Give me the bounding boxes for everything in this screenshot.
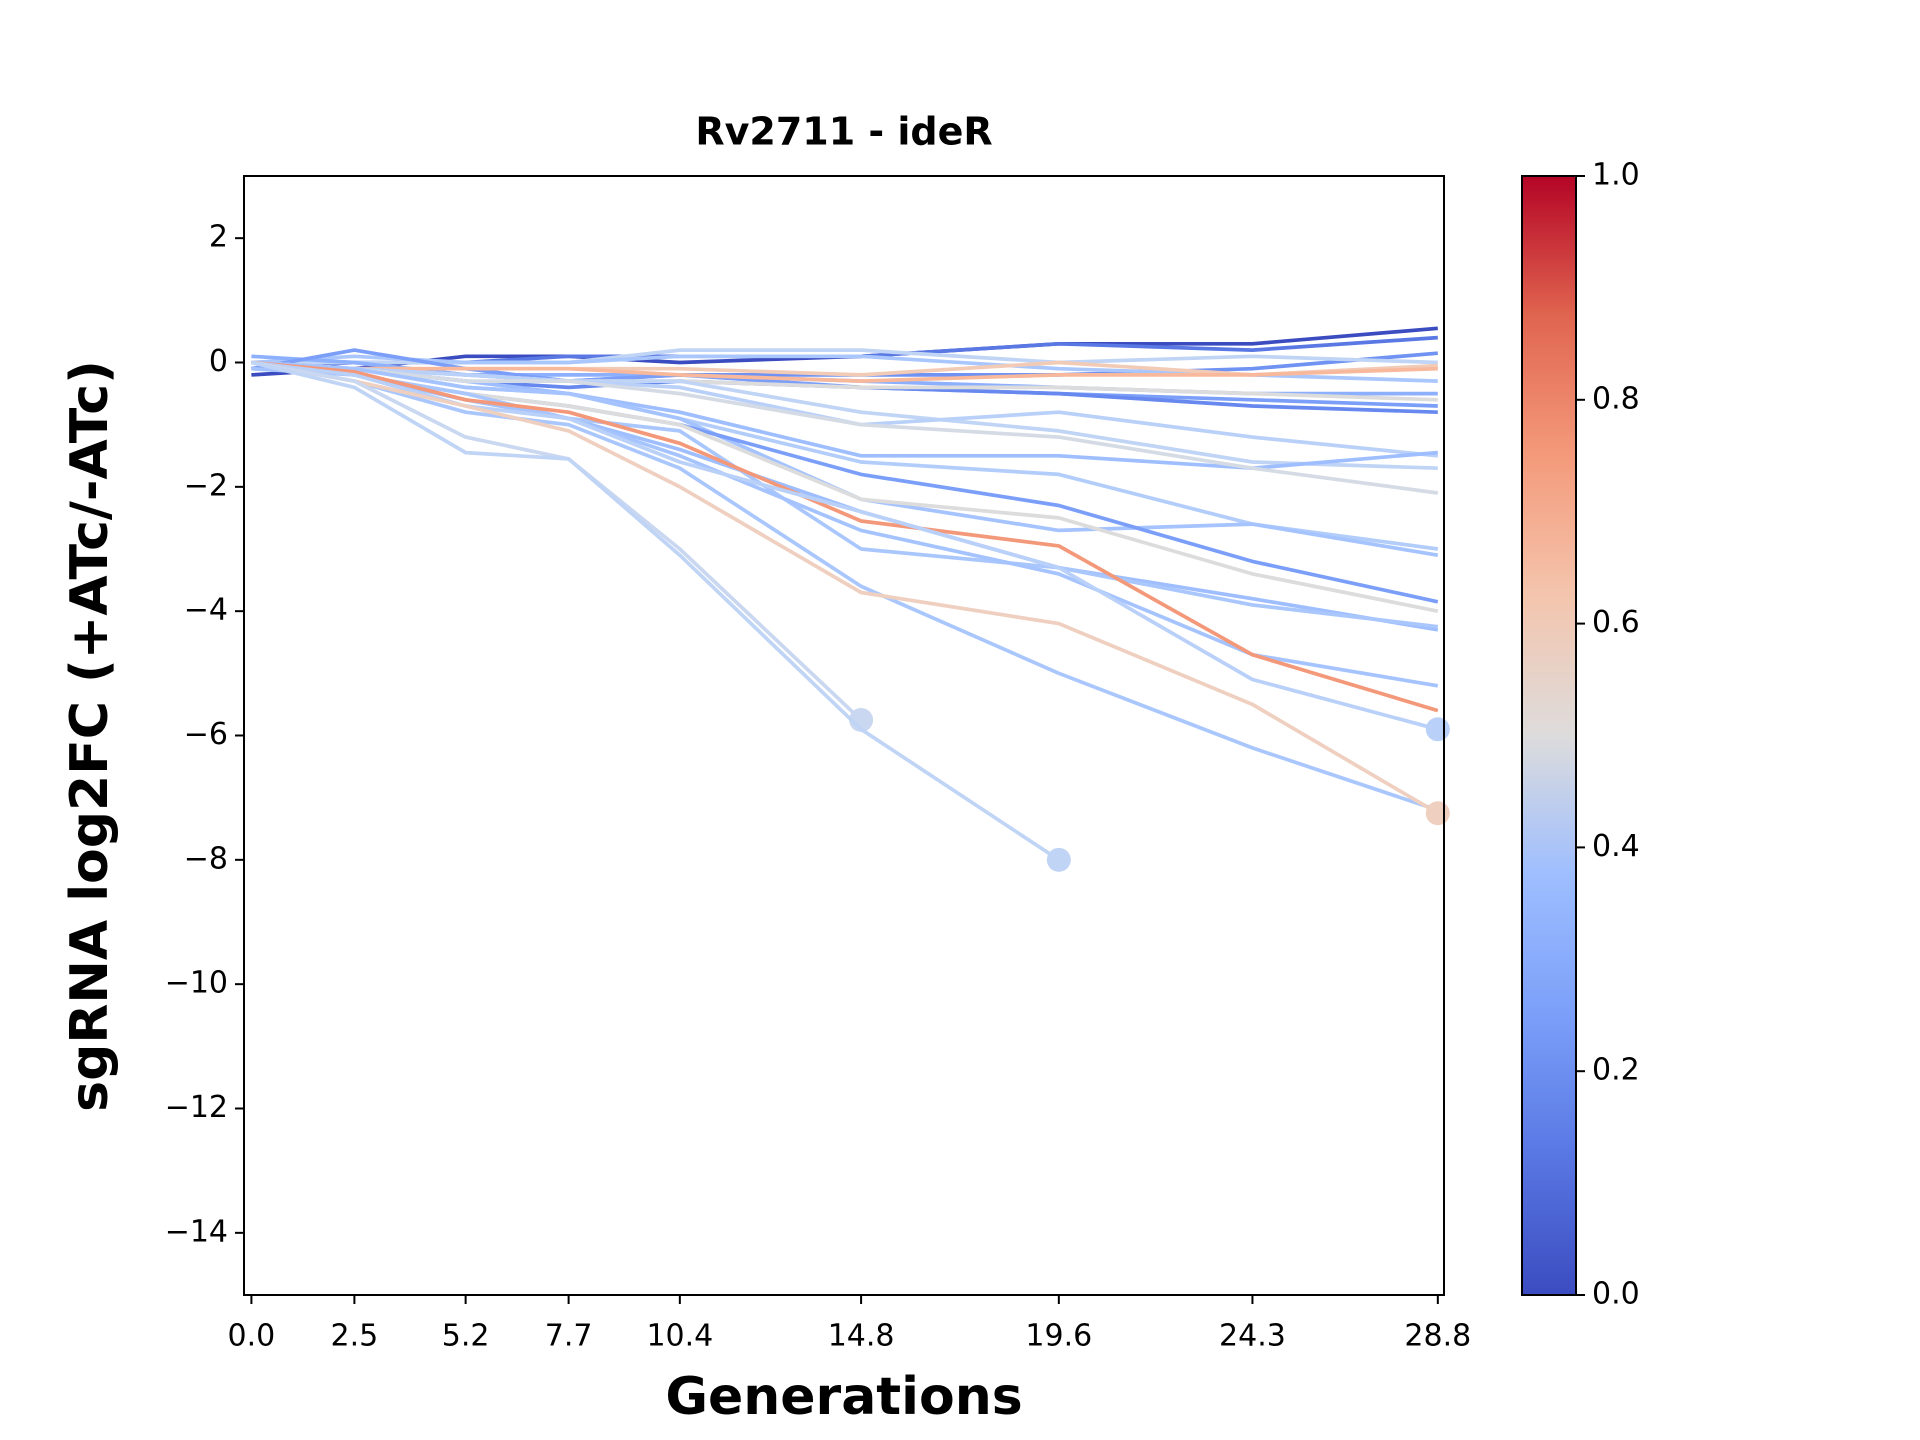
x-tick-label: 7.7 (545, 1319, 593, 1354)
y-tick-label: 2 (209, 220, 228, 255)
series-line (251, 360, 1439, 495)
y-tick-label: −8 (184, 841, 228, 876)
y-tick-label: 0 (209, 344, 228, 379)
end-marker (1046, 847, 1071, 872)
series-line (251, 360, 1439, 812)
series-line (251, 360, 863, 722)
series-line (251, 354, 1438, 383)
y-tick-label: −12 (165, 1090, 228, 1125)
series-line (251, 326, 1438, 377)
series-line (251, 360, 1439, 558)
series-line (251, 360, 1439, 713)
series-line (250, 360, 1060, 862)
series-line (251, 366, 1439, 688)
y-tick-label: −6 (184, 717, 228, 752)
plot-area (250, 326, 1450, 872)
y-tick-label: −4 (184, 593, 228, 628)
x-tick-label: 2.5 (331, 1319, 379, 1354)
series-line (251, 360, 1439, 732)
x-axis-label: Generations (665, 1367, 1022, 1427)
colorbar-tick-label: 0.0 (1592, 1277, 1640, 1312)
colorbar-tick-label: 0.4 (1592, 829, 1640, 864)
colorbar-tick-label: 1.0 (1592, 158, 1640, 193)
x-tick-label: 10.4 (646, 1319, 713, 1354)
series-line (251, 348, 1438, 365)
y-tick-label: −10 (165, 966, 228, 1001)
colorbar-tick-label: 0.6 (1592, 605, 1640, 640)
x-tick-label: 0.0 (228, 1319, 276, 1354)
colorbar-tick-label: 0.2 (1592, 1053, 1640, 1088)
y-tick-label: −14 (165, 1214, 228, 1249)
colorbar (1521, 175, 1577, 1296)
end-marker (1425, 717, 1450, 742)
series-line (251, 360, 1439, 815)
series-line (251, 360, 1438, 383)
x-tick-label: 14.8 (828, 1319, 895, 1354)
x-tick-label: 28.8 (1404, 1319, 1471, 1354)
chart-title: Rv2711 - ideR (695, 110, 992, 154)
colorbar-tick-label: 0.8 (1592, 381, 1640, 416)
end-marker (1425, 801, 1450, 826)
x-tick-label: 5.2 (442, 1319, 490, 1354)
y-axis-label: sgRNA log2FC (+ATc/-ATc) (60, 360, 120, 1112)
y-tick-label: −2 (184, 468, 228, 503)
x-tick-label: 24.3 (1219, 1319, 1286, 1354)
x-tick-label: 19.6 (1025, 1319, 1092, 1354)
series-line (251, 360, 1438, 458)
